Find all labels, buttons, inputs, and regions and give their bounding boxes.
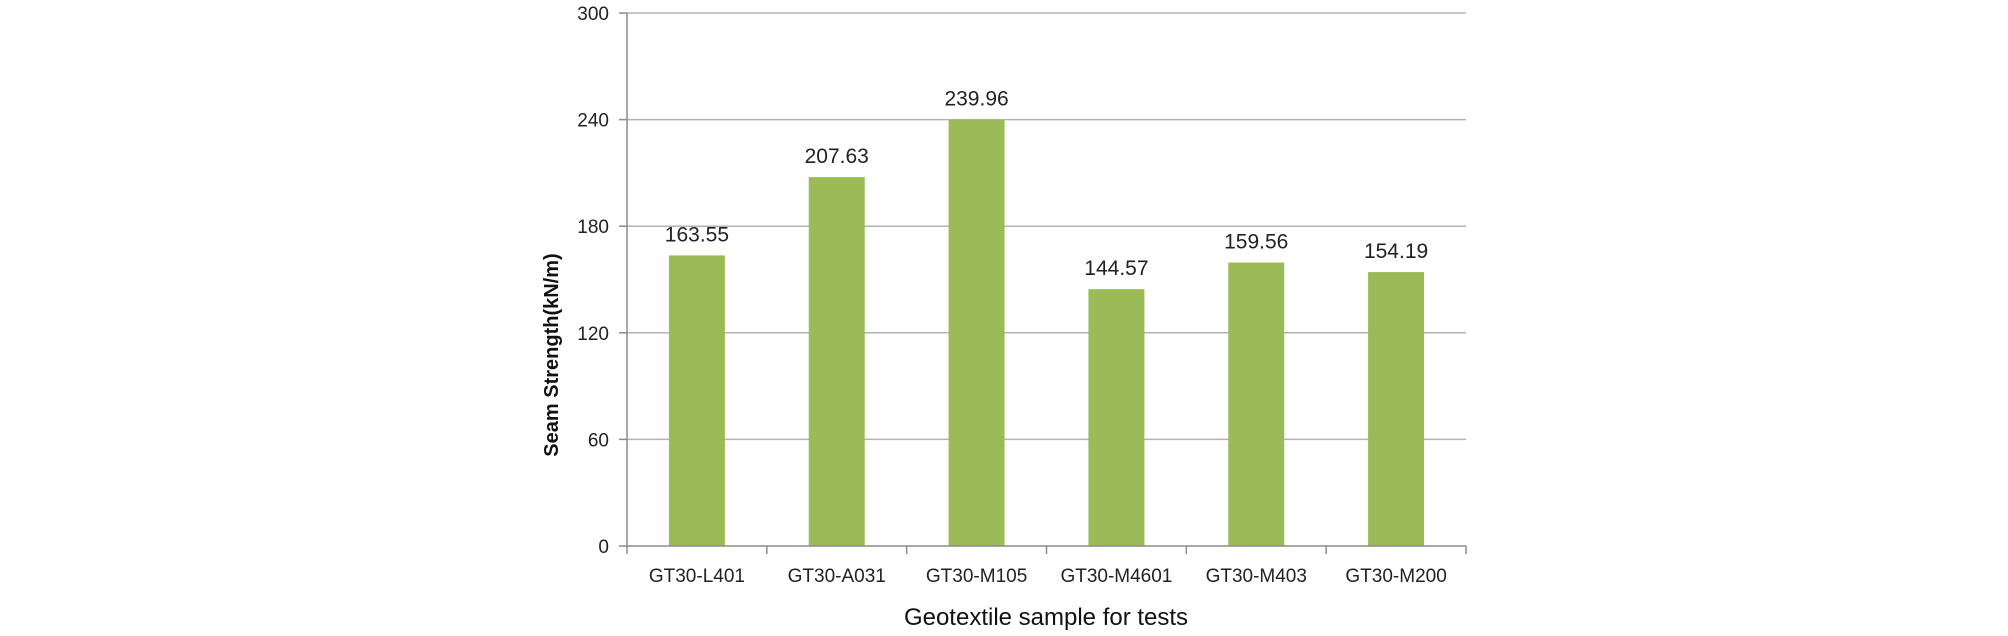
y-tick-label: 60 [588,430,609,451]
bar-gt30-m105 [948,119,1005,546]
y-tick-label: 240 [577,111,609,132]
axes [619,12,1467,554]
data-label: 207.63 [805,145,869,168]
labels: 0 60 120 180 240 300 163.55 GT30-L401 207.63 GT30… [577,4,1446,587]
x-tick-label: GT30-A031 [788,566,886,587]
y-tick-label: 0 [598,537,609,558]
data-label: 159.56 [1224,231,1288,254]
y-axis-title: Seam Strength(kN/m) [541,253,563,456]
bar-gt30-m4601 [1088,289,1145,546]
bar-gt30-m403 [1228,262,1285,546]
x-tick-label: GT30-M105 [926,566,1027,587]
data-label: 163.55 [665,223,729,246]
x-axis-title: Geotextile sample for tests [904,604,1188,631]
x-tick-label: GT30-M403 [1206,566,1307,587]
data-label: 154.19 [1364,240,1428,263]
x-tick-label: GT30-M200 [1345,566,1446,587]
x-tick-label: GT30-M4601 [1060,566,1172,587]
bar-gt30-a031 [808,177,865,546]
y-tick-label: 180 [577,217,609,238]
y-tick-label: 300 [577,4,609,25]
x-tick-label: GT30-L401 [649,566,745,587]
y-tick-label: 120 [577,324,609,345]
data-label: 239.96 [944,88,1008,111]
bar-gt30-l401 [668,255,725,547]
grid-lines [627,12,1466,441]
bars [668,119,1425,547]
data-label: 144.57 [1084,257,1148,280]
bar-gt30-m200 [1368,272,1425,546]
